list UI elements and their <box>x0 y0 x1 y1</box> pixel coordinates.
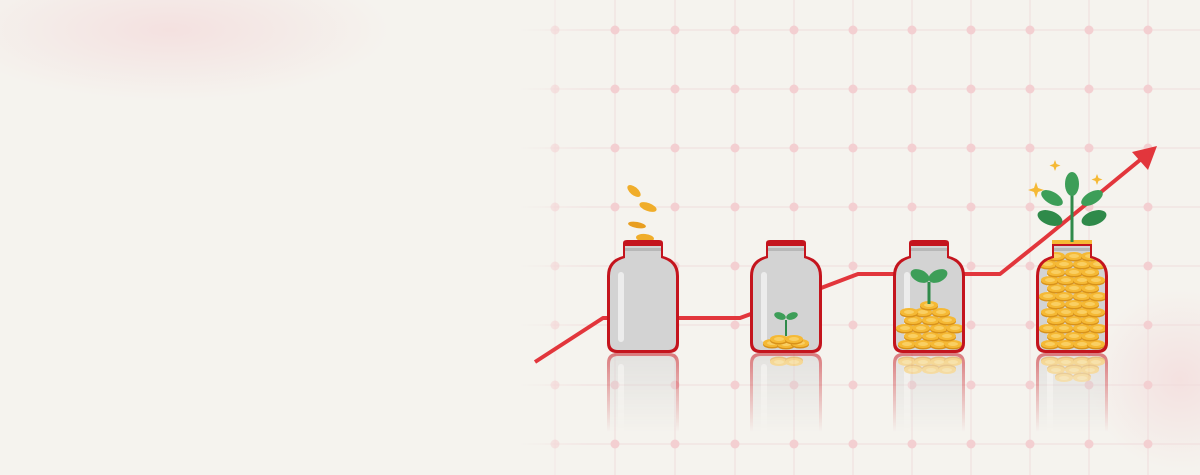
grid-dot <box>789 25 799 35</box>
grid-dot <box>670 84 680 94</box>
grid-dot <box>1143 84 1153 94</box>
jar-seedling <box>750 240 822 353</box>
grid-dot <box>730 380 740 390</box>
grid-dot <box>966 143 976 153</box>
grid-dot <box>550 202 560 212</box>
grid-dot <box>848 25 858 35</box>
grid-dot <box>848 439 858 449</box>
grid-dot <box>966 320 976 330</box>
grid-dot <box>966 380 976 390</box>
grid-dot <box>1025 439 1035 449</box>
grid-dot <box>1025 143 1035 153</box>
grid-dot <box>966 439 976 449</box>
grid-dot <box>848 202 858 212</box>
grid-dot <box>789 202 799 212</box>
grid-dot <box>907 143 917 153</box>
grid-dot <box>966 261 976 271</box>
jar-tree <box>1028 160 1108 353</box>
grid-dot <box>610 143 620 153</box>
grid-dot <box>1025 202 1035 212</box>
grid-dot <box>1025 25 1035 35</box>
grid-dot <box>848 261 858 271</box>
grid-dots <box>550 25 1153 449</box>
grid-dot <box>670 202 680 212</box>
grid-dot <box>730 143 740 153</box>
grid-dot <box>670 25 680 35</box>
grid-dot <box>848 143 858 153</box>
grid-dot <box>730 439 740 449</box>
grid-dot <box>1084 84 1094 94</box>
growth-arrowhead <box>1132 146 1157 170</box>
grid-dot <box>966 202 976 212</box>
watercolor-blush <box>1090 290 1200 470</box>
grid-dot <box>966 84 976 94</box>
falling-coins <box>627 185 657 243</box>
grid-dot <box>907 25 917 35</box>
grid-dot <box>1025 320 1035 330</box>
grid-dot <box>730 202 740 212</box>
grid-dot <box>550 439 560 449</box>
grid-dot <box>730 84 740 94</box>
grid-dot <box>1025 380 1035 390</box>
grid-dot <box>670 143 680 153</box>
grid-dot <box>1143 320 1153 330</box>
grid-dot <box>907 84 917 94</box>
grid-dot <box>1143 439 1153 449</box>
grid-dot <box>550 25 560 35</box>
grid-dot <box>1143 25 1153 35</box>
grid-dot <box>1025 84 1035 94</box>
grid-dot <box>1084 143 1094 153</box>
grid-dot <box>550 320 560 330</box>
grid-dot <box>550 380 560 390</box>
grid-dot <box>610 84 620 94</box>
grid-dot <box>610 25 620 35</box>
watercolor-blush <box>0 0 390 100</box>
grid-dot <box>550 143 560 153</box>
jar-sprout <box>893 240 965 353</box>
grid-dot <box>730 320 740 330</box>
grid-dot <box>848 84 858 94</box>
grid-dot <box>1025 261 1035 271</box>
grid-dot <box>966 25 976 35</box>
grid-dot <box>789 143 799 153</box>
grid-dot <box>907 202 917 212</box>
grid-dot <box>610 202 620 212</box>
grid-dot <box>730 25 740 35</box>
grid-dot <box>848 320 858 330</box>
grid-dot <box>1143 380 1153 390</box>
grid-dot <box>550 84 560 94</box>
grid-dot <box>1143 202 1153 212</box>
grid-dot <box>730 261 740 271</box>
grid-dot <box>550 261 560 271</box>
grid-dot <box>848 380 858 390</box>
grid-dot <box>1143 261 1153 271</box>
grid-dot <box>1084 25 1094 35</box>
grid-dot <box>789 84 799 94</box>
